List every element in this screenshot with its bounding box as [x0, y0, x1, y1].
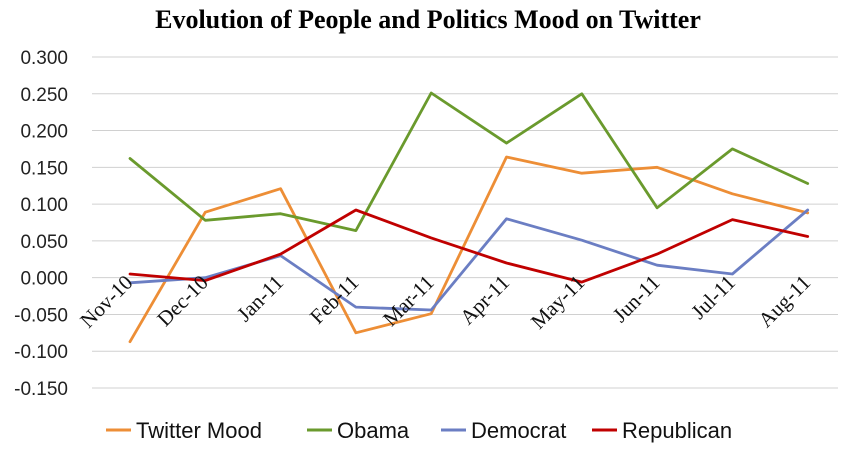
y-tick-label: -0.150	[14, 379, 68, 400]
series-line-obama	[128, 91, 810, 233]
x-tick-label: Mar-11	[378, 270, 439, 331]
y-axis-ticks: 0.300 0.250 0.200 0.150 0.100 0.050 0.000 -0.05…	[14, 48, 68, 400]
x-tick-label: Jul-11	[686, 270, 740, 324]
y-tick-label: 0.150	[20, 158, 68, 179]
x-tick-label: Apr-11	[455, 270, 514, 329]
chart-title: Evolution of People and Politics Mood on…	[155, 5, 701, 34]
y-tick-label: -0.050	[14, 305, 68, 326]
y-tick-label: 0.050	[20, 232, 68, 253]
y-tick-label: 0.100	[20, 195, 68, 216]
series-lines	[128, 91, 810, 344]
x-tick-label: May-11	[526, 270, 589, 333]
y-tick-label: 0.250	[20, 85, 68, 106]
x-tick-label: Jan-11	[232, 270, 288, 326]
y-tick-label: 0.000	[20, 269, 68, 290]
legend-label: Republican	[622, 418, 732, 443]
legend-label: Twitter Mood	[136, 418, 262, 443]
series-line-republican	[128, 208, 810, 284]
y-tick-label: 0.300	[20, 48, 68, 69]
x-tick-label: Jun-11	[608, 270, 665, 327]
legend: Twitter Mood Obama Democrat Republican	[106, 418, 732, 443]
x-tick-label: Nov-10	[75, 270, 137, 332]
x-tick-label: Aug-11	[753, 270, 815, 332]
x-axis-ticks: Nov-10 Dec-10 Jan-11 Feb-11 Mar-11 Apr-11 May-…	[75, 270, 815, 333]
y-tick-label: -0.100	[14, 342, 68, 363]
series-line-twitter-mood	[128, 155, 810, 344]
y-tick-label: 0.200	[20, 122, 68, 143]
legend-label: Democrat	[471, 418, 566, 443]
legend-label: Obama	[337, 418, 410, 443]
